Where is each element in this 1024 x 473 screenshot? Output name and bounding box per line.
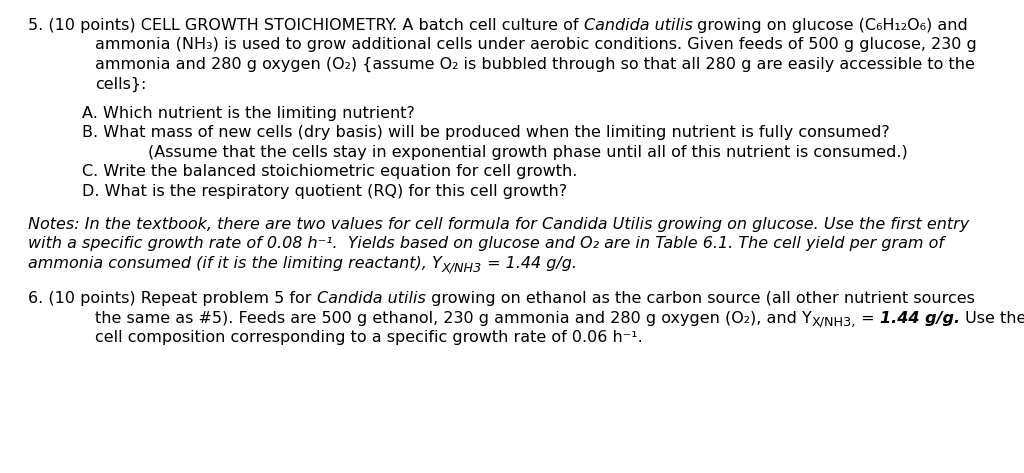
Text: 6. (10 points) Repeat problem 5 for: 6. (10 points) Repeat problem 5 for xyxy=(28,291,316,306)
Text: B. What mass of new cells (dry basis) will be produced when the limiting nutrien: B. What mass of new cells (dry basis) wi… xyxy=(82,125,890,140)
Text: with a specific growth rate of 0.08 h⁻¹.  Yields based on glucose and O₂ are in : with a specific growth rate of 0.08 h⁻¹.… xyxy=(28,236,944,252)
Text: Notes: In the textbook, there are two values for cell formula for Candida Utilis: Notes: In the textbook, there are two va… xyxy=(28,217,970,232)
Text: A. Which nutrient is the limiting nutrient?: A. Which nutrient is the limiting nutrie… xyxy=(82,106,415,121)
Text: C. Write the balanced stoichiometric equation for cell growth.: C. Write the balanced stoichiometric equ… xyxy=(82,164,578,179)
Text: cells}:: cells}: xyxy=(95,77,146,92)
Text: 1.44 g/g.: 1.44 g/g. xyxy=(880,310,961,325)
Text: growing on ethanol as the carbon source (all other nutrient sources: growing on ethanol as the carbon source … xyxy=(426,291,975,306)
Text: X/NH3: X/NH3 xyxy=(441,262,482,274)
Text: Use the: Use the xyxy=(961,310,1024,325)
Text: growing on glucose (C₆H₁₂O₆) and: growing on glucose (C₆H₁₂O₆) and xyxy=(692,18,969,33)
Text: Candida utilis: Candida utilis xyxy=(316,291,426,306)
Text: cell composition corresponding to a specific growth rate of 0.06 h⁻¹.: cell composition corresponding to a spec… xyxy=(95,330,643,345)
Text: D. What is the respiratory quotient (RQ) for this cell growth?: D. What is the respiratory quotient (RQ)… xyxy=(82,184,567,199)
Text: X/NH3,: X/NH3, xyxy=(812,316,856,329)
Text: ammonia and 280 g oxygen (O₂) {assume O₂ is bubbled through so that all 280 g ar: ammonia and 280 g oxygen (O₂) {assume O₂… xyxy=(95,57,975,72)
Text: ammonia consumed (if it is the limiting reactant), Y: ammonia consumed (if it is the limiting … xyxy=(28,256,441,271)
Text: ammonia (NH₃) is used to grow additional cells under aerobic conditions. Given f: ammonia (NH₃) is used to grow additional… xyxy=(95,37,977,53)
Text: Candida utilis: Candida utilis xyxy=(584,18,692,33)
Text: (Assume that the cells stay in exponential growth phase until all of this nutrie: (Assume that the cells stay in exponenti… xyxy=(148,145,907,160)
Text: = 1.44 g/g.: = 1.44 g/g. xyxy=(482,256,577,271)
Text: the same as #5). Feeds are 500 g ethanol, 230 g ammonia and 280 g oxygen (O₂), a: the same as #5). Feeds are 500 g ethanol… xyxy=(95,310,812,325)
Text: =: = xyxy=(856,310,880,325)
Text: 5. (10 points) CELL GROWTH STOICHIOMETRY. A batch cell culture of: 5. (10 points) CELL GROWTH STOICHIOMETRY… xyxy=(28,18,584,33)
